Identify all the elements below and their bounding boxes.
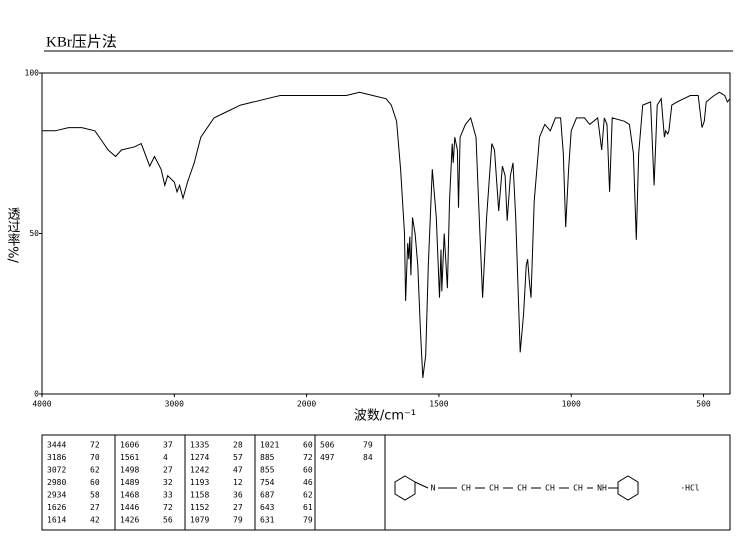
peak-wavenumber: 506 <box>320 441 335 450</box>
peak-transmittance: 27 <box>163 466 173 475</box>
peak-transmittance: 27 <box>233 503 243 512</box>
peak-transmittance: 12 <box>233 478 243 487</box>
x-tick-label: 1000 <box>562 400 581 409</box>
peak-wavenumber: 1606 <box>120 441 139 450</box>
peak-transmittance: 56 <box>163 516 173 525</box>
peak-wavenumber: 1614 <box>47 516 66 525</box>
peak-transmittance: 36 <box>233 491 243 500</box>
peak-wavenumber: 687 <box>260 491 275 500</box>
peak-wavenumber: 1021 <box>260 441 279 450</box>
x-tick-label: 3000 <box>165 400 184 409</box>
peak-wavenumber: 1561 <box>120 453 139 462</box>
peak-transmittance: 84 <box>363 453 373 462</box>
peak-wavenumber: 1193 <box>190 478 209 487</box>
peak-wavenumber: 1079 <box>190 516 209 525</box>
structure-label: CH <box>517 484 527 493</box>
structure-label: CH <box>489 484 499 493</box>
peak-wavenumber: 754 <box>260 478 275 487</box>
y-tick-label: 0 <box>34 390 39 399</box>
x-tick-label: 4000 <box>32 400 51 409</box>
peak-transmittance: 46 <box>303 478 313 487</box>
bond <box>414 481 429 489</box>
y-tick-label: 50 <box>29 229 39 238</box>
peak-transmittance: 37 <box>163 441 173 450</box>
peak-transmittance: 72 <box>90 441 100 450</box>
peak-wavenumber: 1498 <box>120 466 139 475</box>
structure <box>394 475 639 501</box>
peak-wavenumber: 1152 <box>190 503 209 512</box>
peak-transmittance: 62 <box>303 491 313 500</box>
peak-wavenumber: 3444 <box>47 441 66 450</box>
peak-wavenumber: 3186 <box>47 453 66 462</box>
structure-label: CH <box>545 484 555 493</box>
y-axis-label: 透过率%/ <box>5 207 21 263</box>
peak-wavenumber: 885 <box>260 453 275 462</box>
peak-transmittance: 60 <box>303 441 313 450</box>
peak-wavenumber: 631 <box>260 516 275 525</box>
peak-transmittance: 33 <box>163 491 173 500</box>
peak-transmittance: 4 <box>163 453 168 462</box>
peak-transmittance: 32 <box>163 478 173 487</box>
peak-transmittance: 70 <box>90 453 100 462</box>
peak-wavenumber: 1158 <box>190 491 209 500</box>
peak-wavenumber: 643 <box>260 503 275 512</box>
peak-transmittance: 58 <box>90 491 100 500</box>
peak-wavenumber: 855 <box>260 466 275 475</box>
peak-transmittance: 62 <box>90 466 100 475</box>
peak-transmittance: 28 <box>233 441 243 450</box>
peak-wavenumber: 3072 <box>47 466 66 475</box>
peak-transmittance: 72 <box>163 503 173 512</box>
peak-wavenumber: 1468 <box>120 491 139 500</box>
x-tick-label: 500 <box>696 400 711 409</box>
plot-frame <box>41 72 731 395</box>
structure-label: CH <box>461 484 471 493</box>
benzene-ring <box>394 475 416 501</box>
peak-transmittance: 47 <box>233 466 243 475</box>
peak-wavenumber: 1446 <box>120 503 139 512</box>
chart-title: KBr压片法 <box>46 33 117 50</box>
peak-wavenumber: 2980 <box>47 478 66 487</box>
peak-transmittance: 79 <box>303 516 313 525</box>
peak-wavenumber: 1335 <box>190 441 209 450</box>
peak-wavenumber: 1242 <box>190 466 209 475</box>
peak-transmittance: 60 <box>303 466 313 475</box>
peak-transmittance: 61 <box>303 503 313 512</box>
y-tick-label: 100 <box>25 69 40 78</box>
structure-label: N <box>431 484 436 493</box>
table-frame <box>41 434 731 531</box>
peak-wavenumber: 2934 <box>47 491 66 500</box>
structure-label: ·HCl <box>680 484 699 493</box>
x-tick-label: 2000 <box>297 400 316 409</box>
peak-transmittance: 72 <box>303 453 313 462</box>
peak-transmittance: 60 <box>90 478 100 487</box>
peak-transmittance: 27 <box>90 503 100 512</box>
benzene-ring <box>617 475 639 501</box>
peak-wavenumber: 1274 <box>190 453 209 462</box>
structure-label: CH <box>573 484 583 493</box>
peak-wavenumber: 1426 <box>120 516 139 525</box>
structure-label: NH <box>597 484 607 493</box>
peak-transmittance: 79 <box>233 516 243 525</box>
x-tick-label: 1500 <box>429 400 448 409</box>
peak-wavenumber: 1626 <box>47 503 66 512</box>
peak-transmittance: 57 <box>233 453 243 462</box>
spectrum-line <box>42 91 731 378</box>
peak-transmittance: 42 <box>90 516 100 525</box>
peak-transmittance: 79 <box>363 441 373 450</box>
peak-wavenumber: 1489 <box>120 478 139 487</box>
x-axis-label: 波数/cm⁻¹ <box>354 409 416 424</box>
peak-wavenumber: 497 <box>320 453 335 462</box>
